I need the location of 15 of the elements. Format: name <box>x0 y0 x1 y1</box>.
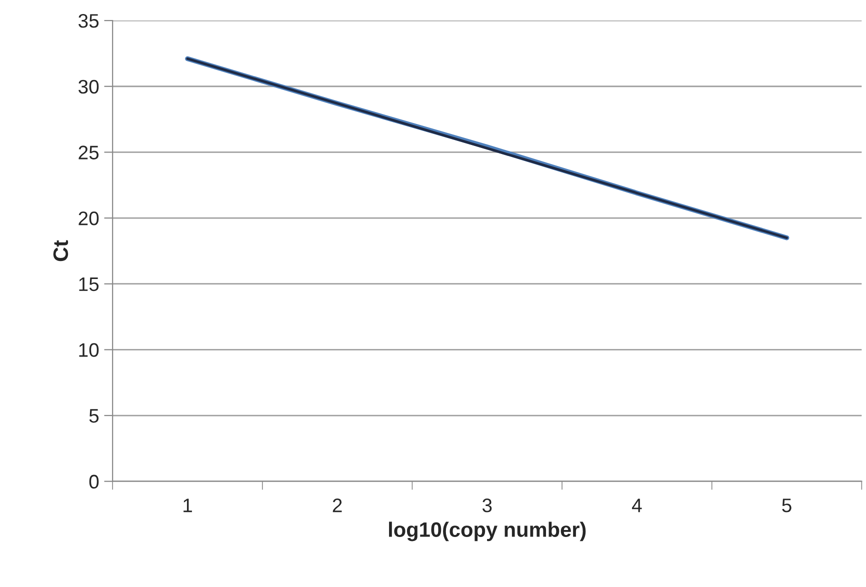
y-tick-label: 10 <box>79 343 99 357</box>
y-tick-label: 35 <box>78 14 99 28</box>
y-axis-title: Ct <box>53 240 68 262</box>
y-tick-label: 15 <box>79 278 99 292</box>
x-tick-label: 3 <box>482 498 492 512</box>
x-tick-label: 5 <box>782 498 792 512</box>
x-tick-label: 1 <box>184 498 192 512</box>
y-tick-label: 5 <box>89 409 99 423</box>
y-tick-label: 20 <box>78 211 99 226</box>
y-tick-label: 25 <box>78 146 99 160</box>
y-tick-label: 30 <box>78 80 99 94</box>
x-tick-label: 4 <box>632 498 642 512</box>
x-tick-label: 2 <box>332 498 342 512</box>
x-axis-title: log10(copy number) <box>389 522 586 542</box>
y-tick-label: 0 <box>89 474 99 489</box>
